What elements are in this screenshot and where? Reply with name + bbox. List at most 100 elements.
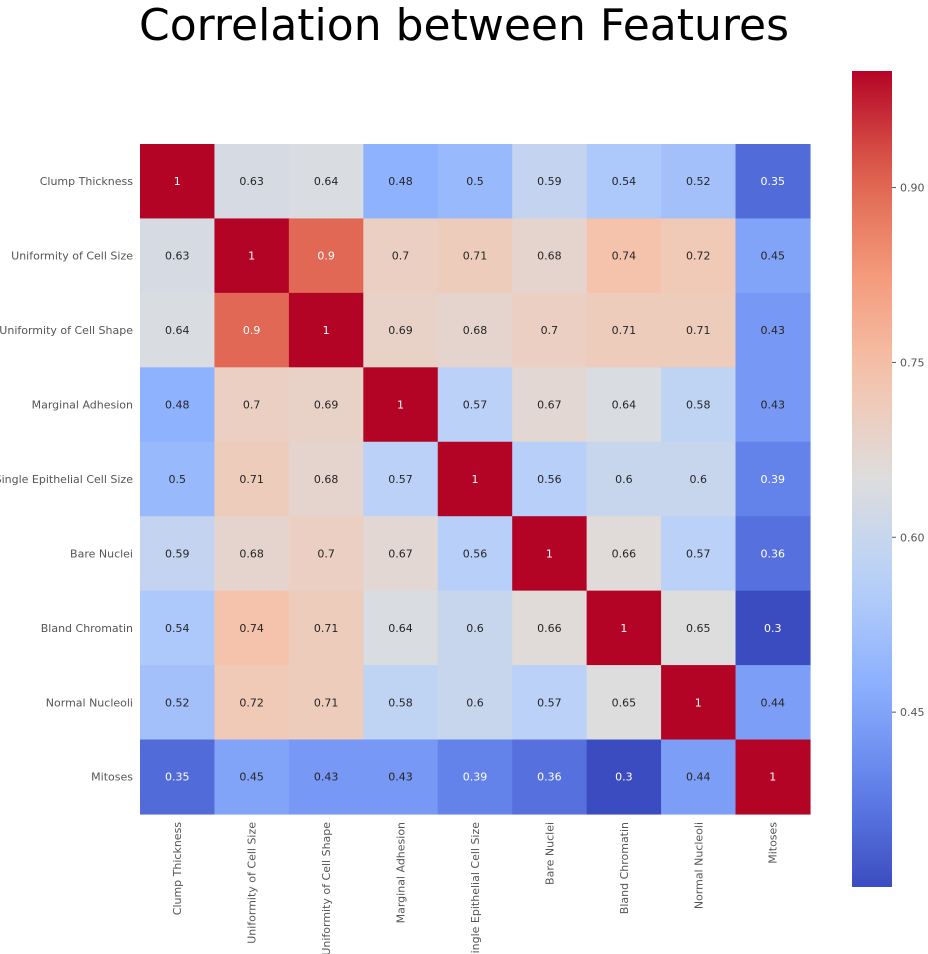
cell-value-label: 0.72 bbox=[686, 250, 711, 263]
cell-value-label: 0.9 bbox=[317, 250, 335, 263]
heatmap-cell bbox=[214, 739, 290, 815]
heatmap-cell bbox=[512, 218, 588, 294]
cell-value-label: 0.64 bbox=[314, 175, 339, 188]
cell-value-label: 1 bbox=[323, 324, 330, 337]
cell-value-label: 0.54 bbox=[612, 175, 637, 188]
cell-value-label: 0.68 bbox=[314, 473, 339, 486]
heatmap-cell bbox=[735, 292, 811, 368]
cell-value-label: 0.36 bbox=[760, 547, 785, 560]
cell-value-label: 0.65 bbox=[686, 622, 711, 635]
cell-value-label: 0.58 bbox=[388, 696, 413, 709]
cell-value-label: 1 bbox=[695, 696, 702, 709]
heatmap-cell bbox=[735, 144, 811, 220]
column-tick-label: Normal Nucleoli bbox=[692, 822, 705, 909]
cell-value-label: 0.67 bbox=[537, 399, 562, 412]
cell-value-label: 0.48 bbox=[388, 175, 413, 188]
cell-value-label: 0.63 bbox=[239, 175, 264, 188]
heatmap-cell bbox=[661, 590, 737, 666]
colorbar-tick-label: 0.45 bbox=[900, 706, 925, 719]
cell-value-label: 0.39 bbox=[760, 473, 785, 486]
colorbar-gradient bbox=[852, 71, 892, 887]
row-tick-label: Clump Thickness bbox=[40, 175, 134, 188]
cell-value-label: 0.68 bbox=[537, 250, 562, 263]
heatmap-cell bbox=[586, 367, 662, 443]
cell-value-label: 0.71 bbox=[463, 250, 488, 263]
cell-value-label: 1 bbox=[248, 250, 255, 263]
heatmap-cell bbox=[437, 144, 513, 220]
heatmap-cell bbox=[140, 590, 216, 666]
cell-value-label: 0.43 bbox=[760, 399, 785, 412]
cell-value-label: 0.52 bbox=[686, 175, 711, 188]
heatmap-cell bbox=[288, 441, 364, 517]
heatmap-cell bbox=[586, 441, 662, 517]
cell-value-label: 0.52 bbox=[165, 696, 190, 709]
cell-value-label: 0.64 bbox=[388, 622, 413, 635]
cell-value-label: 0.71 bbox=[314, 622, 339, 635]
heatmap-cell bbox=[140, 144, 216, 220]
colorbar-tick-label: 0.75 bbox=[900, 356, 925, 369]
cell-value-label: 0.67 bbox=[388, 547, 413, 560]
cell-value-label: 0.45 bbox=[239, 771, 264, 784]
cell-value-label: 0.39 bbox=[463, 771, 488, 784]
heatmap-cell bbox=[214, 292, 290, 368]
cell-value-label: 0.54 bbox=[165, 622, 190, 635]
heatmap-cell bbox=[512, 516, 588, 592]
column-tick-label: Marginal Adhesion bbox=[395, 822, 408, 923]
heatmap-cell bbox=[512, 144, 588, 220]
heatmap-cell bbox=[735, 441, 811, 517]
heatmap-cell bbox=[735, 367, 811, 443]
heatmap-cell bbox=[437, 218, 513, 294]
heatmap-cell bbox=[661, 739, 737, 815]
heatmap-cell bbox=[140, 516, 216, 592]
cell-value-label: 1 bbox=[174, 175, 181, 188]
cell-value-label: 0.59 bbox=[165, 547, 190, 560]
heatmap-cell bbox=[140, 218, 216, 294]
row-tick-label: Bland Chromatin bbox=[41, 622, 133, 635]
heatmap-cell bbox=[437, 665, 513, 741]
heatmap-cell bbox=[363, 441, 439, 517]
cell-value-label: 0.7 bbox=[243, 399, 261, 412]
heatmap-cells: 1 0.63 0.64 0.48 0.5 0.59 0.54 0.52 0.35 0.63 1 0.9… bbox=[140, 144, 811, 815]
cell-value-label: 0.48 bbox=[165, 399, 190, 412]
row-tick-label: Single Epithelial Cell Size bbox=[0, 473, 133, 486]
column-tick-label: Clump Thickness bbox=[171, 822, 184, 916]
column-tick-label: Bland Chromatin bbox=[618, 822, 631, 914]
cell-value-label: 1 bbox=[471, 473, 478, 486]
heatmap-cell bbox=[586, 144, 662, 220]
cell-value-label: 0.66 bbox=[612, 547, 637, 560]
heatmap-cell bbox=[363, 590, 439, 666]
cell-value-label: 0.63 bbox=[165, 250, 190, 263]
heatmap-cell bbox=[661, 218, 737, 294]
column-labels: Clump Thickness Uniformity of Cell Size Un… bbox=[171, 822, 780, 954]
heatmap-cell bbox=[288, 144, 364, 220]
cell-value-label: 0.71 bbox=[686, 324, 711, 337]
cell-value-label: 0.68 bbox=[463, 324, 488, 337]
column-tick-label: Mitoses bbox=[767, 822, 780, 864]
heatmap-cell bbox=[288, 218, 364, 294]
cell-value-label: 0.64 bbox=[165, 324, 190, 337]
heatmap-cell bbox=[735, 739, 811, 815]
heatmap-cell bbox=[437, 590, 513, 666]
cell-value-label: 0.6 bbox=[466, 696, 484, 709]
cell-value-label: 0.72 bbox=[239, 696, 264, 709]
heatmap-cell bbox=[512, 292, 588, 368]
heatmap-cell bbox=[288, 739, 364, 815]
heatmap-cell bbox=[512, 590, 588, 666]
heatmap-cell bbox=[140, 367, 216, 443]
cell-value-label: 0.44 bbox=[760, 696, 785, 709]
cell-value-label: 0.74 bbox=[612, 250, 637, 263]
heatmap-cell bbox=[140, 665, 216, 741]
heatmap-cell bbox=[735, 590, 811, 666]
cell-value-label: 0.56 bbox=[537, 473, 562, 486]
cell-value-label: 0.7 bbox=[317, 547, 335, 560]
cell-value-label: 0.6 bbox=[466, 622, 484, 635]
cell-value-label: 0.57 bbox=[463, 399, 488, 412]
cell-value-label: 0.57 bbox=[537, 696, 562, 709]
heatmap-cell bbox=[735, 218, 811, 294]
heatmap-cell bbox=[363, 218, 439, 294]
cell-value-label: 0.45 bbox=[760, 250, 785, 263]
heatmap-cell bbox=[214, 441, 290, 517]
cell-value-label: 0.7 bbox=[541, 324, 559, 337]
cell-value-label: 1 bbox=[620, 622, 627, 635]
cell-value-label: 0.74 bbox=[239, 622, 264, 635]
